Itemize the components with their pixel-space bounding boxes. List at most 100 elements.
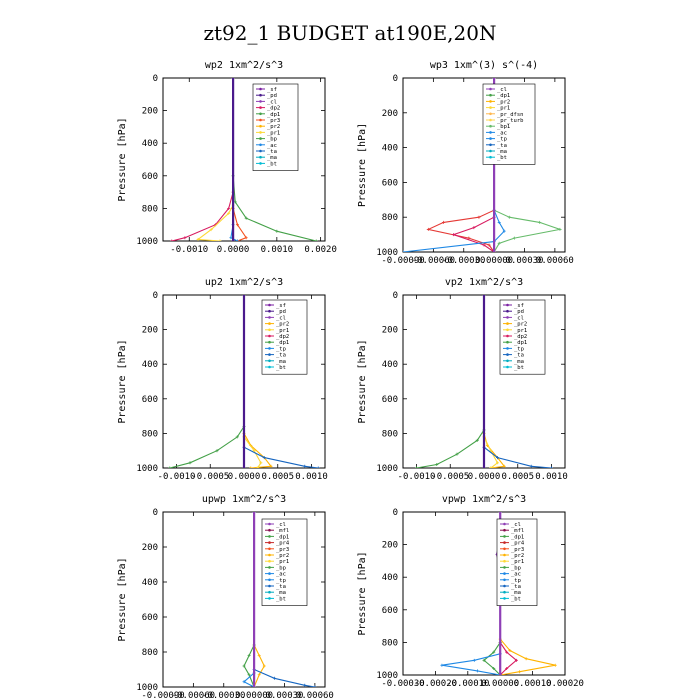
series-line-pr3 [232, 78, 248, 241]
y-tick-label: 1000 [136, 683, 158, 693]
x-tick-label: -0.00060 [172, 691, 215, 700]
data-point [489, 449, 493, 453]
data-point [249, 466, 253, 468]
legend-marker [503, 584, 506, 588]
y-axis-label: Pressure [hPa] [117, 339, 128, 423]
data-point [492, 650, 496, 654]
data-point [262, 664, 266, 668]
y-tick-label: 600 [142, 395, 158, 405]
legend-marker [268, 522, 271, 526]
legend-marker [268, 528, 271, 532]
legend-entry: _ma [497, 149, 507, 155]
x-tick-label: -0.0010 [158, 472, 196, 482]
data-point [497, 241, 501, 245]
data-point [303, 683, 307, 687]
plot-frame [162, 511, 326, 688]
data-point [235, 223, 239, 227]
legend-marker [503, 566, 506, 569]
y-tick-label: 400 [382, 144, 398, 154]
x-tick-label: 0.00030 [506, 256, 544, 266]
y-tick-label: 400 [382, 360, 398, 370]
data-point [498, 673, 502, 675]
data-point [233, 200, 237, 204]
data-point [168, 466, 172, 468]
data-point [403, 250, 405, 252]
legend-box [496, 518, 538, 606]
y-tick-label: 600 [142, 172, 158, 182]
data-point [275, 229, 279, 233]
data-point [482, 658, 486, 662]
data-point [247, 654, 251, 657]
x-tick-label: -0.0010 [398, 472, 436, 482]
legend-entry: _dp1 [276, 534, 289, 540]
x-tick-label: -0.00090 [381, 256, 424, 266]
legend-entry: _bt [514, 365, 524, 371]
x-tick-label: 0.0020 [304, 245, 337, 255]
data-point [498, 512, 502, 514]
legend-entry: _ma [511, 590, 521, 596]
legend-entry: _dp1 [497, 93, 510, 99]
data-point [467, 236, 471, 240]
chart-title: upwp 1xm^2/s^3 [202, 494, 286, 505]
data-point [489, 466, 493, 468]
legend-entry: _pr2 [511, 553, 524, 559]
legend-marker [268, 347, 271, 350]
legend-entry: _ma [276, 359, 286, 365]
y-tick-label: 1000 [376, 671, 398, 681]
chart-panel-3: up2 1xm^2/s^3 Pressure [hPa] 0 200 400 600 800… [117, 277, 328, 482]
data-point [218, 239, 222, 241]
legend-marker [506, 347, 509, 350]
x-tick-label: 0.00060 [296, 691, 334, 700]
legend-entry: _cl [511, 522, 521, 528]
plot-frame [402, 77, 566, 253]
series-line-bp [243, 512, 255, 687]
data-point [502, 229, 506, 233]
y-tick-label: 1000 [136, 237, 158, 247]
legend-entry: _sf [267, 87, 277, 93]
y-tick-label: 800 [382, 638, 398, 648]
x-tick-label: 0.0000 [217, 245, 250, 255]
legend-entry: _ma [514, 359, 524, 365]
y-tick-label: 600 [142, 613, 158, 623]
x-tick-label: 0.00000 [481, 679, 519, 689]
legend-entry: _mfl [511, 528, 524, 534]
x-tick-label: 0.0005 [501, 472, 534, 482]
legend-entry: _pr1 [276, 559, 289, 565]
legend-marker [506, 322, 509, 325]
legend-entry: _bp1 [497, 124, 510, 130]
legend-marker [503, 553, 506, 557]
legend-marker [503, 572, 506, 575]
x-tick-label: -0.00030 [442, 256, 485, 266]
series-group [242, 512, 317, 687]
legend-marker [506, 365, 509, 369]
data-point [508, 649, 512, 653]
x-tick-label: 0.0005 [261, 472, 294, 482]
legend-entry: _ta [514, 353, 524, 359]
legend-marker [489, 131, 492, 134]
x-tick-label: 0.00060 [536, 256, 574, 266]
legend-marker [506, 316, 509, 319]
y-axis-label: Pressure [hPa] [117, 557, 128, 641]
y-tick-label: 600 [382, 395, 398, 405]
y-tick-label: 0 [393, 291, 398, 301]
legend-entry: _dp1 [514, 340, 527, 346]
data-point [244, 216, 248, 220]
legend-marker [268, 553, 271, 557]
data-point [209, 228, 213, 232]
x-tick-label: 0.0010 [535, 472, 568, 482]
legend-marker [489, 155, 492, 159]
y-tick-label: 200 [382, 109, 398, 119]
y-tick-label: 0 [153, 508, 158, 518]
legend-marker [268, 547, 271, 551]
y-axis-label: Pressure [hPa] [357, 551, 368, 635]
data-point [257, 673, 261, 677]
legend-marker [259, 106, 262, 109]
data-point [256, 466, 259, 468]
data-point [475, 438, 479, 442]
y-tick-label: 1000 [376, 248, 398, 258]
data-point [440, 663, 444, 667]
data-point [558, 227, 562, 231]
chart-panel-5: upwp 1xm^2/s^3 Pressure [hPa] 0 200 400 600 80… [117, 494, 334, 700]
legend-entry: _dp2 [267, 106, 280, 112]
legend-entry: _pr2 [514, 322, 527, 328]
